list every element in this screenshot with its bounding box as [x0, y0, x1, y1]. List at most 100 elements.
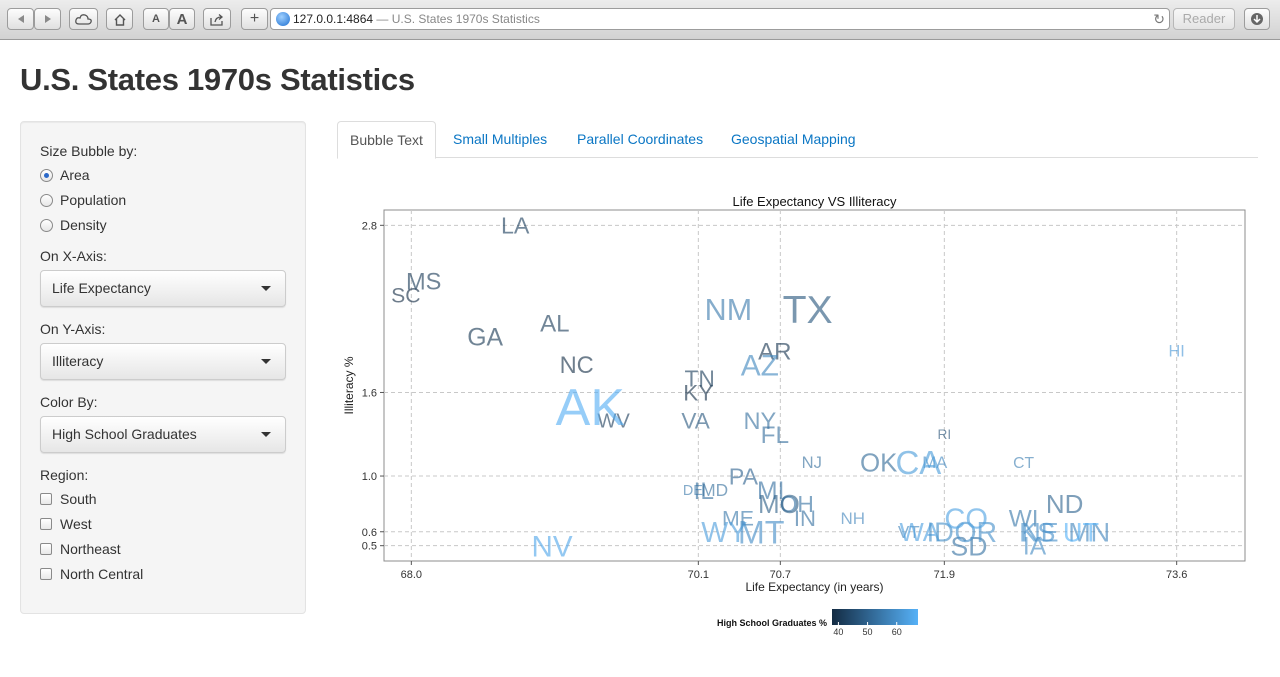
region-northeast[interactable]: Northeast [40, 541, 121, 557]
legend-colorbar [832, 609, 918, 625]
state-label-ut: UT [1063, 517, 1099, 548]
legend-title: High School Graduates % [717, 618, 827, 628]
state-label-ks: KS [1019, 517, 1055, 548]
color-by-select-value: High School Graduates [52, 426, 197, 442]
state-label-or: OR [954, 517, 997, 549]
x-axis-title: Life Expectancy (in years) [745, 580, 883, 594]
decrease-font-label: A [152, 13, 160, 25]
download-icon [1251, 13, 1263, 25]
url-text: 127.0.0.1:4864 [293, 12, 374, 26]
state-label-ct: CT [1013, 455, 1034, 472]
state-label-nd: ND [1046, 489, 1084, 519]
state-label-ar: AR [758, 338, 791, 365]
color-by-label: Color By: [40, 394, 98, 410]
plot-area [383, 209, 1246, 562]
state-label-ms: MS [406, 270, 441, 296]
decrease-font-button[interactable]: A [143, 8, 169, 30]
state-label-mn: MN [1068, 517, 1110, 547]
state-label-co: CO [944, 503, 988, 535]
region-south[interactable]: South [40, 491, 97, 507]
state-label-tx: TX [783, 289, 833, 332]
y-tick-label: 0.5 [362, 541, 377, 553]
back-button[interactable] [7, 8, 34, 30]
checkbox-south[interactable] [40, 493, 52, 505]
increase-font-button[interactable]: A [169, 8, 195, 30]
y-axis-select[interactable]: Illiteracy [40, 343, 286, 380]
state-label-al: AL [540, 310, 569, 337]
address-bar[interactable]: 127.0.0.1:4864 — U.S. States 1970s Stati… [270, 8, 1170, 30]
size-option-area[interactable]: Area [40, 167, 90, 183]
state-label-ny: NY [743, 409, 776, 435]
cloud-icon [74, 14, 92, 25]
state-label-az: AZ [741, 349, 779, 382]
state-label-vt: VT [898, 523, 920, 542]
state-label-ak: AK [556, 379, 626, 437]
state-label-nj: NJ [802, 453, 822, 472]
radio-area[interactable] [40, 168, 53, 182]
new-tab-label: + [249, 10, 260, 27]
y-axis-select-value: Illiteracy [52, 353, 104, 369]
legend-tick-label: 40 [833, 627, 843, 637]
tab-bubble-text[interactable]: Bubble Text [337, 121, 436, 159]
x-axis-select[interactable]: Life Expectancy [40, 270, 286, 307]
page-title-suffix: — U.S. States 1970s Statistics [376, 12, 540, 26]
state-label-ca: CA [895, 444, 941, 481]
y-tick-label: 0.6 [362, 527, 377, 539]
state-label-wy: WY [701, 517, 747, 549]
downloads-button[interactable] [1244, 8, 1270, 30]
page-title: U.S. States 1970s Statistics [20, 62, 415, 97]
reader-button[interactable]: Reader [1173, 8, 1235, 30]
size-bubble-label: Size Bubble by: [40, 143, 138, 159]
state-label-mt: MT [738, 514, 785, 550]
checkbox-north-central[interactable] [40, 568, 52, 580]
share-button[interactable] [203, 8, 231, 30]
new-tab-button[interactable]: + [241, 8, 268, 30]
y-axis-title: Illiteracy % [342, 356, 356, 414]
chart-title: Life Expectancy VS Illiteracy [732, 194, 897, 209]
chevron-down-icon [261, 432, 271, 437]
tab-small-multiples[interactable]: Small Multiples [453, 131, 548, 147]
region-south-label: South [60, 491, 97, 507]
state-label-nh: NH [840, 509, 865, 528]
state-label-ne: NE [1021, 517, 1058, 547]
tab-parallel-coordinates[interactable]: Parallel Coordinates [577, 131, 704, 147]
back-icon [17, 15, 24, 23]
x-tick-label: 68.0 [401, 569, 422, 581]
state-label-hi: HI [1169, 343, 1185, 361]
x-tick-label: 71.9 [934, 569, 955, 581]
size-option-population[interactable]: Population [40, 192, 126, 208]
icloud-tabs-button[interactable] [69, 8, 98, 30]
size-option-density[interactable]: Density [40, 217, 107, 233]
checkbox-northeast[interactable] [40, 543, 52, 555]
state-label-ma: MA [922, 453, 948, 472]
state-label-mo: MO [758, 489, 800, 519]
forward-button[interactable] [34, 8, 61, 30]
state-label-me: ME [722, 507, 754, 531]
radio-population[interactable] [40, 193, 53, 207]
y-tick-label: 2.8 [362, 220, 377, 232]
x-tick-label: 70.1 [688, 569, 709, 581]
region-label: Region: [40, 467, 89, 483]
state-label-id: ID [927, 517, 954, 548]
home-button[interactable] [106, 8, 133, 30]
tab-geospatial-mapping[interactable]: Geospatial Mapping [731, 131, 856, 147]
browser-toolbar: A A + 127.0.0.1:4864 — U.S. States 1970s… [0, 0, 1280, 40]
state-label-pa: PA [729, 463, 759, 489]
globe-icon [276, 12, 290, 26]
region-west[interactable]: West [40, 516, 92, 532]
sidebar-panel: Size Bubble by: Area Population Density … [20, 121, 306, 614]
legend-tick-label: 60 [892, 627, 902, 637]
radio-density[interactable] [40, 218, 53, 232]
x-tick-label: 73.6 [1166, 569, 1187, 581]
region-north-central[interactable]: North Central [40, 566, 143, 582]
state-label-oh: OH [780, 491, 814, 517]
bubble-text-chart: 68.0 70.1 70.7 71.9 73.6 0.5 0.6 1.0 1.6 2.8 Life … [342, 194, 1246, 637]
state-label-wa: WA [900, 519, 941, 547]
y-tick-label: 1.6 [362, 387, 377, 399]
state-label-ok: OK [860, 449, 897, 477]
checkbox-west[interactable] [40, 518, 52, 530]
color-by-select[interactable]: High School Graduates [40, 416, 286, 453]
state-label-nv: NV [532, 530, 573, 563]
reload-icon[interactable]: ↻ [1153, 11, 1165, 27]
